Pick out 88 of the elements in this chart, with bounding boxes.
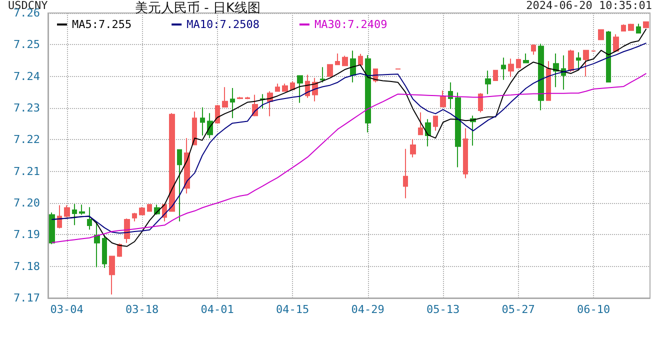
candlestick — [493, 70, 498, 81]
candlestick — [49, 212, 55, 245]
y-tick-label: 7.19 — [14, 228, 40, 242]
y-tick-label: 7.18 — [14, 260, 40, 273]
y-tick-label: 7.23 — [14, 102, 40, 114]
legend-label: MA10:7.2508 — [186, 18, 260, 31]
candlestick — [538, 43, 544, 111]
candlestick — [358, 53, 363, 66]
candlestick — [290, 80, 295, 90]
candlestick — [245, 96, 250, 100]
candlestick — [433, 115, 438, 132]
candlestick — [230, 88, 235, 119]
candlestick — [200, 106, 205, 136]
candlestick — [508, 58, 514, 78]
candlestick — [523, 53, 529, 64]
candlestick — [350, 50, 356, 83]
candlestick — [485, 70, 491, 95]
candlestick — [87, 206, 92, 230]
x-tick-label: 04-15 — [276, 303, 310, 316]
candlestick — [636, 23, 641, 34]
candlestick — [448, 82, 453, 110]
candlestick — [531, 44, 536, 56]
candlestick — [613, 34, 619, 52]
candlestick — [275, 83, 280, 92]
candlestick — [440, 90, 446, 108]
y-tick-label: 7.22 — [14, 133, 40, 146]
legend-label: MA30:7.2409 — [314, 18, 388, 31]
candlestick — [215, 104, 220, 124]
candlestick — [643, 21, 649, 28]
text: 2024-06-20 10:35:01 — [526, 0, 652, 12]
candlestick — [403, 148, 408, 199]
candlestick — [79, 204, 85, 216]
candlestick — [320, 66, 325, 83]
candlestick — [169, 112, 175, 212]
candlestick — [192, 110, 197, 146]
y-tick-label: 7.24 — [14, 70, 40, 83]
legend-label: MA5:7.255 — [72, 18, 132, 31]
x-tick-label: 05-27 — [502, 303, 535, 316]
candlestick — [463, 128, 468, 179]
candlestick — [342, 55, 348, 66]
candlestick — [516, 58, 521, 68]
candlestick — [335, 53, 340, 66]
candlestick — [72, 203, 77, 226]
candlestick — [576, 52, 581, 71]
x-tick-label: 04-01 — [200, 303, 234, 316]
candlestick — [124, 218, 130, 244]
candlestick — [139, 206, 145, 216]
y-tick-label: 7.20 — [14, 196, 40, 210]
candlestick — [327, 64, 333, 77]
candlestick — [177, 149, 182, 222]
x-tick-label: 05-13 — [426, 303, 460, 316]
candlestick — [282, 83, 288, 92]
x-tick-label: 03-04 — [50, 303, 84, 316]
candlestick — [455, 92, 461, 168]
candlestick — [365, 54, 371, 133]
candlestick — [237, 96, 243, 100]
candlestick — [628, 23, 634, 31]
candlestick — [102, 234, 107, 268]
candlestick — [64, 204, 70, 218]
candlestick — [478, 92, 483, 113]
candlestick — [501, 57, 506, 80]
chart-title: 美元人民币 - 日K线图 — [135, 0, 260, 16]
candlestick — [418, 112, 423, 136]
candlestick — [132, 212, 137, 222]
candlestick — [147, 203, 152, 212]
candlestick — [94, 222, 100, 268]
candlestick — [109, 256, 115, 296]
x-tick-label: 04-29 — [351, 303, 384, 316]
candlestick — [410, 138, 416, 158]
y-tick-label: 7.21 — [14, 164, 40, 178]
candlestick — [606, 30, 611, 83]
y-tick-label: 7.25 — [14, 38, 40, 52]
candlestick — [222, 86, 228, 108]
candlestick — [553, 53, 559, 88]
candlestick — [425, 118, 431, 147]
candlestick — [568, 49, 574, 72]
x-tick-label: 06-10 — [577, 303, 610, 316]
candlestick — [117, 243, 122, 258]
x-tick-label: 03-18 — [126, 303, 159, 316]
candlestick — [583, 50, 589, 77]
candlestick — [621, 24, 626, 32]
candlestick — [297, 75, 303, 104]
candlestick — [57, 204, 62, 229]
candlestick — [598, 29, 604, 40]
line-series — [51, 72, 647, 244]
candlestick — [260, 94, 265, 110]
y-tick-label: 7.17 — [14, 292, 40, 304]
candlestick — [546, 60, 551, 101]
